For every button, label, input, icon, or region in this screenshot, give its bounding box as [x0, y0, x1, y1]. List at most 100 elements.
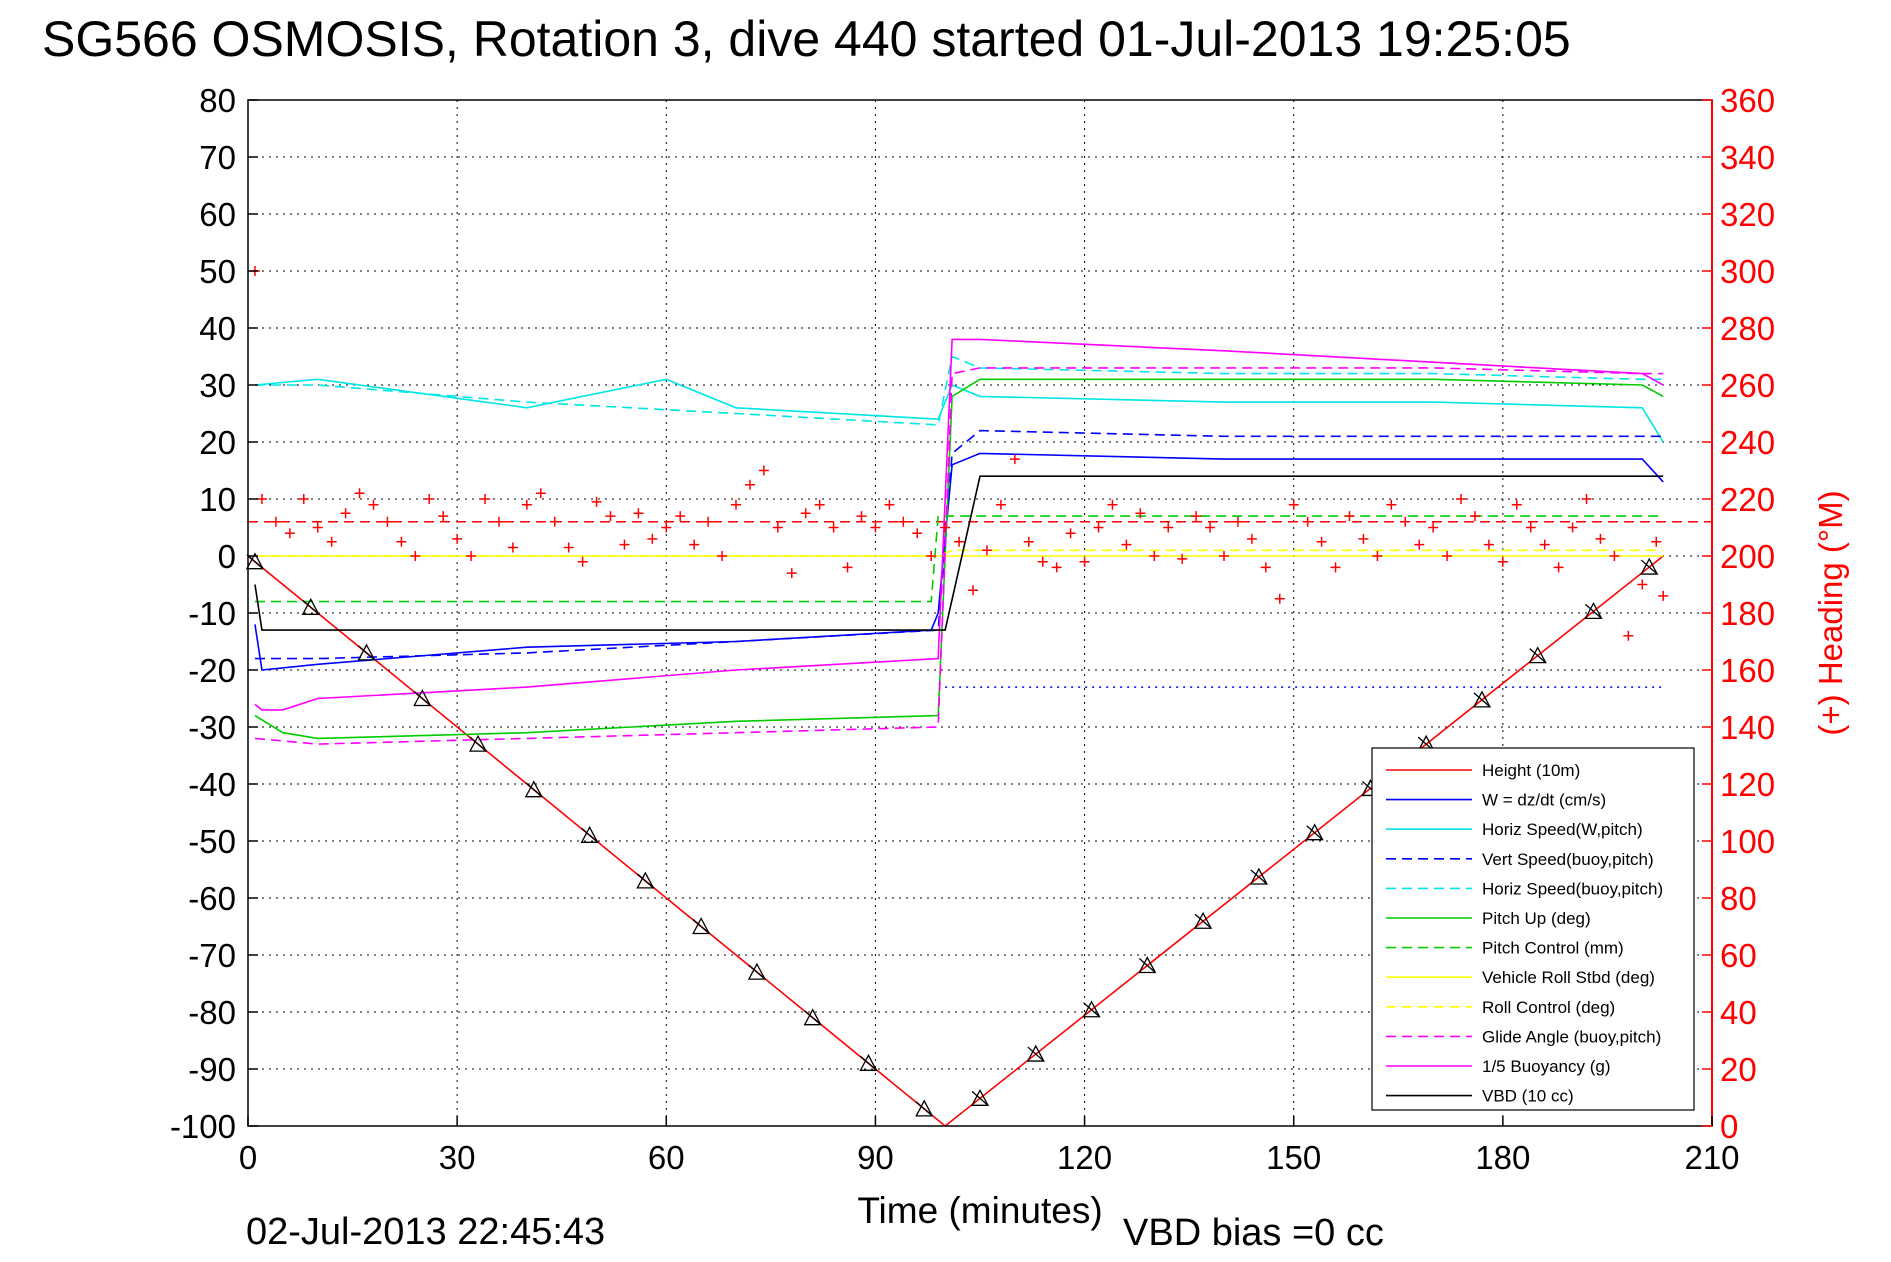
heading-point — [1483, 539, 1494, 550]
heading-point — [1246, 533, 1257, 544]
depth-marker — [1528, 646, 1547, 664]
heading-point — [563, 542, 574, 553]
depth-marker — [580, 825, 599, 843]
depth-marker-tick — [581, 827, 599, 843]
heading-point — [1595, 533, 1606, 544]
heading-point — [382, 516, 393, 527]
y2-tick-label: 0 — [1720, 1108, 1738, 1145]
depth-marker — [413, 689, 432, 707]
heading-point — [1497, 556, 1508, 567]
y2-tick-label: 20 — [1720, 1051, 1757, 1088]
heading-point — [452, 533, 463, 544]
heading-point — [842, 562, 853, 573]
series-line-4 — [254, 355, 1664, 426]
legend-label: Horiz Speed(W,pitch) — [1482, 820, 1643, 839]
depth-marker — [1138, 956, 1157, 974]
y-tick-label: -90 — [188, 1051, 236, 1088]
heading-point — [912, 528, 923, 539]
legend-label: 1/5 Buoyancy (g) — [1482, 1057, 1611, 1076]
heading-point — [507, 542, 518, 553]
depth-marker-tick — [692, 919, 710, 934]
series-line-8 — [254, 549, 1664, 557]
heading-point — [298, 494, 309, 504]
heading-point — [368, 499, 379, 510]
heading-point — [1330, 562, 1341, 573]
y-tick-label: 30 — [199, 367, 236, 404]
y-tick-label: 20 — [199, 424, 236, 461]
heading-point — [1511, 499, 1522, 510]
y-tick-label: 40 — [199, 310, 236, 347]
depth-marker-tick — [1640, 559, 1658, 575]
y-tick-label: -60 — [188, 880, 236, 917]
depth-marker-tick — [971, 1090, 989, 1106]
y-tick-label: -20 — [188, 652, 236, 689]
heading-point — [354, 488, 365, 499]
heading-point — [1316, 536, 1327, 547]
series-line-10 — [254, 338, 1664, 711]
y-tick-label: -40 — [188, 766, 236, 803]
heading-point — [1581, 494, 1592, 504]
heading-point — [1623, 630, 1634, 641]
heading-point — [1121, 539, 1132, 550]
heading-point — [1442, 551, 1453, 561]
heading-point — [954, 536, 965, 547]
heading-point — [1009, 454, 1020, 465]
heading-point — [1079, 556, 1090, 567]
heading-point — [1414, 539, 1425, 550]
heading-point — [898, 516, 909, 527]
heading-point — [744, 479, 755, 490]
heading-point — [1065, 528, 1076, 539]
series-line-9 — [254, 367, 1664, 745]
heading-point — [1651, 536, 1662, 547]
heading-point — [703, 516, 714, 527]
y-tick-label: 80 — [199, 82, 236, 119]
y2-tick-label: 160 — [1720, 652, 1775, 689]
y-tick-label: 0 — [218, 538, 236, 575]
y2-tick-label: 200 — [1720, 538, 1775, 575]
depth-marker — [357, 643, 376, 661]
depth-marker — [1305, 823, 1324, 841]
heading-point — [1219, 551, 1229, 561]
heading-point — [1469, 511, 1480, 522]
depth-marker — [692, 917, 711, 935]
heading-point — [995, 499, 1006, 510]
heading-point — [480, 494, 491, 504]
y2-tick-label: 360 — [1720, 82, 1775, 119]
depth-marker — [1026, 1044, 1045, 1062]
depth-marker — [524, 780, 543, 798]
y-tick-label: -30 — [188, 709, 236, 746]
depth-marker-tick — [1194, 913, 1212, 929]
heading-point — [466, 551, 477, 561]
depth-marker — [1194, 911, 1213, 929]
legend-label: Glide Angle (buoy,pitch) — [1482, 1027, 1661, 1046]
series-line-6 — [254, 515, 1664, 603]
heading-point — [1107, 499, 1118, 510]
y2-tick-label: 220 — [1720, 481, 1775, 518]
depth-marker-tick — [1585, 603, 1602, 619]
series-line-11 — [254, 475, 1664, 631]
y2-tick-label: 240 — [1720, 424, 1775, 461]
heading-point — [493, 516, 504, 527]
depth-marker — [970, 1088, 990, 1106]
heading-point — [396, 536, 407, 547]
y-tick-label: -70 — [188, 937, 236, 974]
depth-marker-tick — [748, 964, 766, 980]
heading-point — [1037, 556, 1048, 567]
heading-point — [438, 511, 449, 522]
heading-point — [591, 496, 602, 507]
heading-point — [577, 556, 588, 567]
y2-tick-label: 100 — [1720, 823, 1775, 860]
heading-point — [1288, 499, 1299, 510]
depth-marker — [915, 1099, 934, 1117]
heading-point — [647, 533, 658, 544]
heading-point — [758, 465, 769, 476]
depth-marker-tick — [1027, 1046, 1045, 1062]
heading-point — [1274, 593, 1285, 604]
y2-tick-label: 280 — [1720, 310, 1775, 347]
y-tick-label: 70 — [199, 139, 236, 176]
legend-label: Vehicle Roll Stbd (deg) — [1482, 968, 1655, 987]
x-tick-label: 210 — [1684, 1139, 1739, 1176]
legend-label: Pitch Control (mm) — [1482, 939, 1624, 958]
depth-marker — [245, 552, 265, 570]
x-tick-label: 0 — [239, 1139, 257, 1176]
